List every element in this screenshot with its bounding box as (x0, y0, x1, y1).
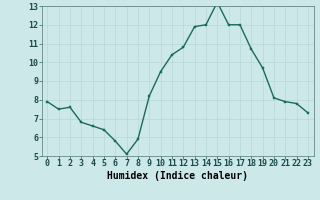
X-axis label: Humidex (Indice chaleur): Humidex (Indice chaleur) (107, 171, 248, 181)
